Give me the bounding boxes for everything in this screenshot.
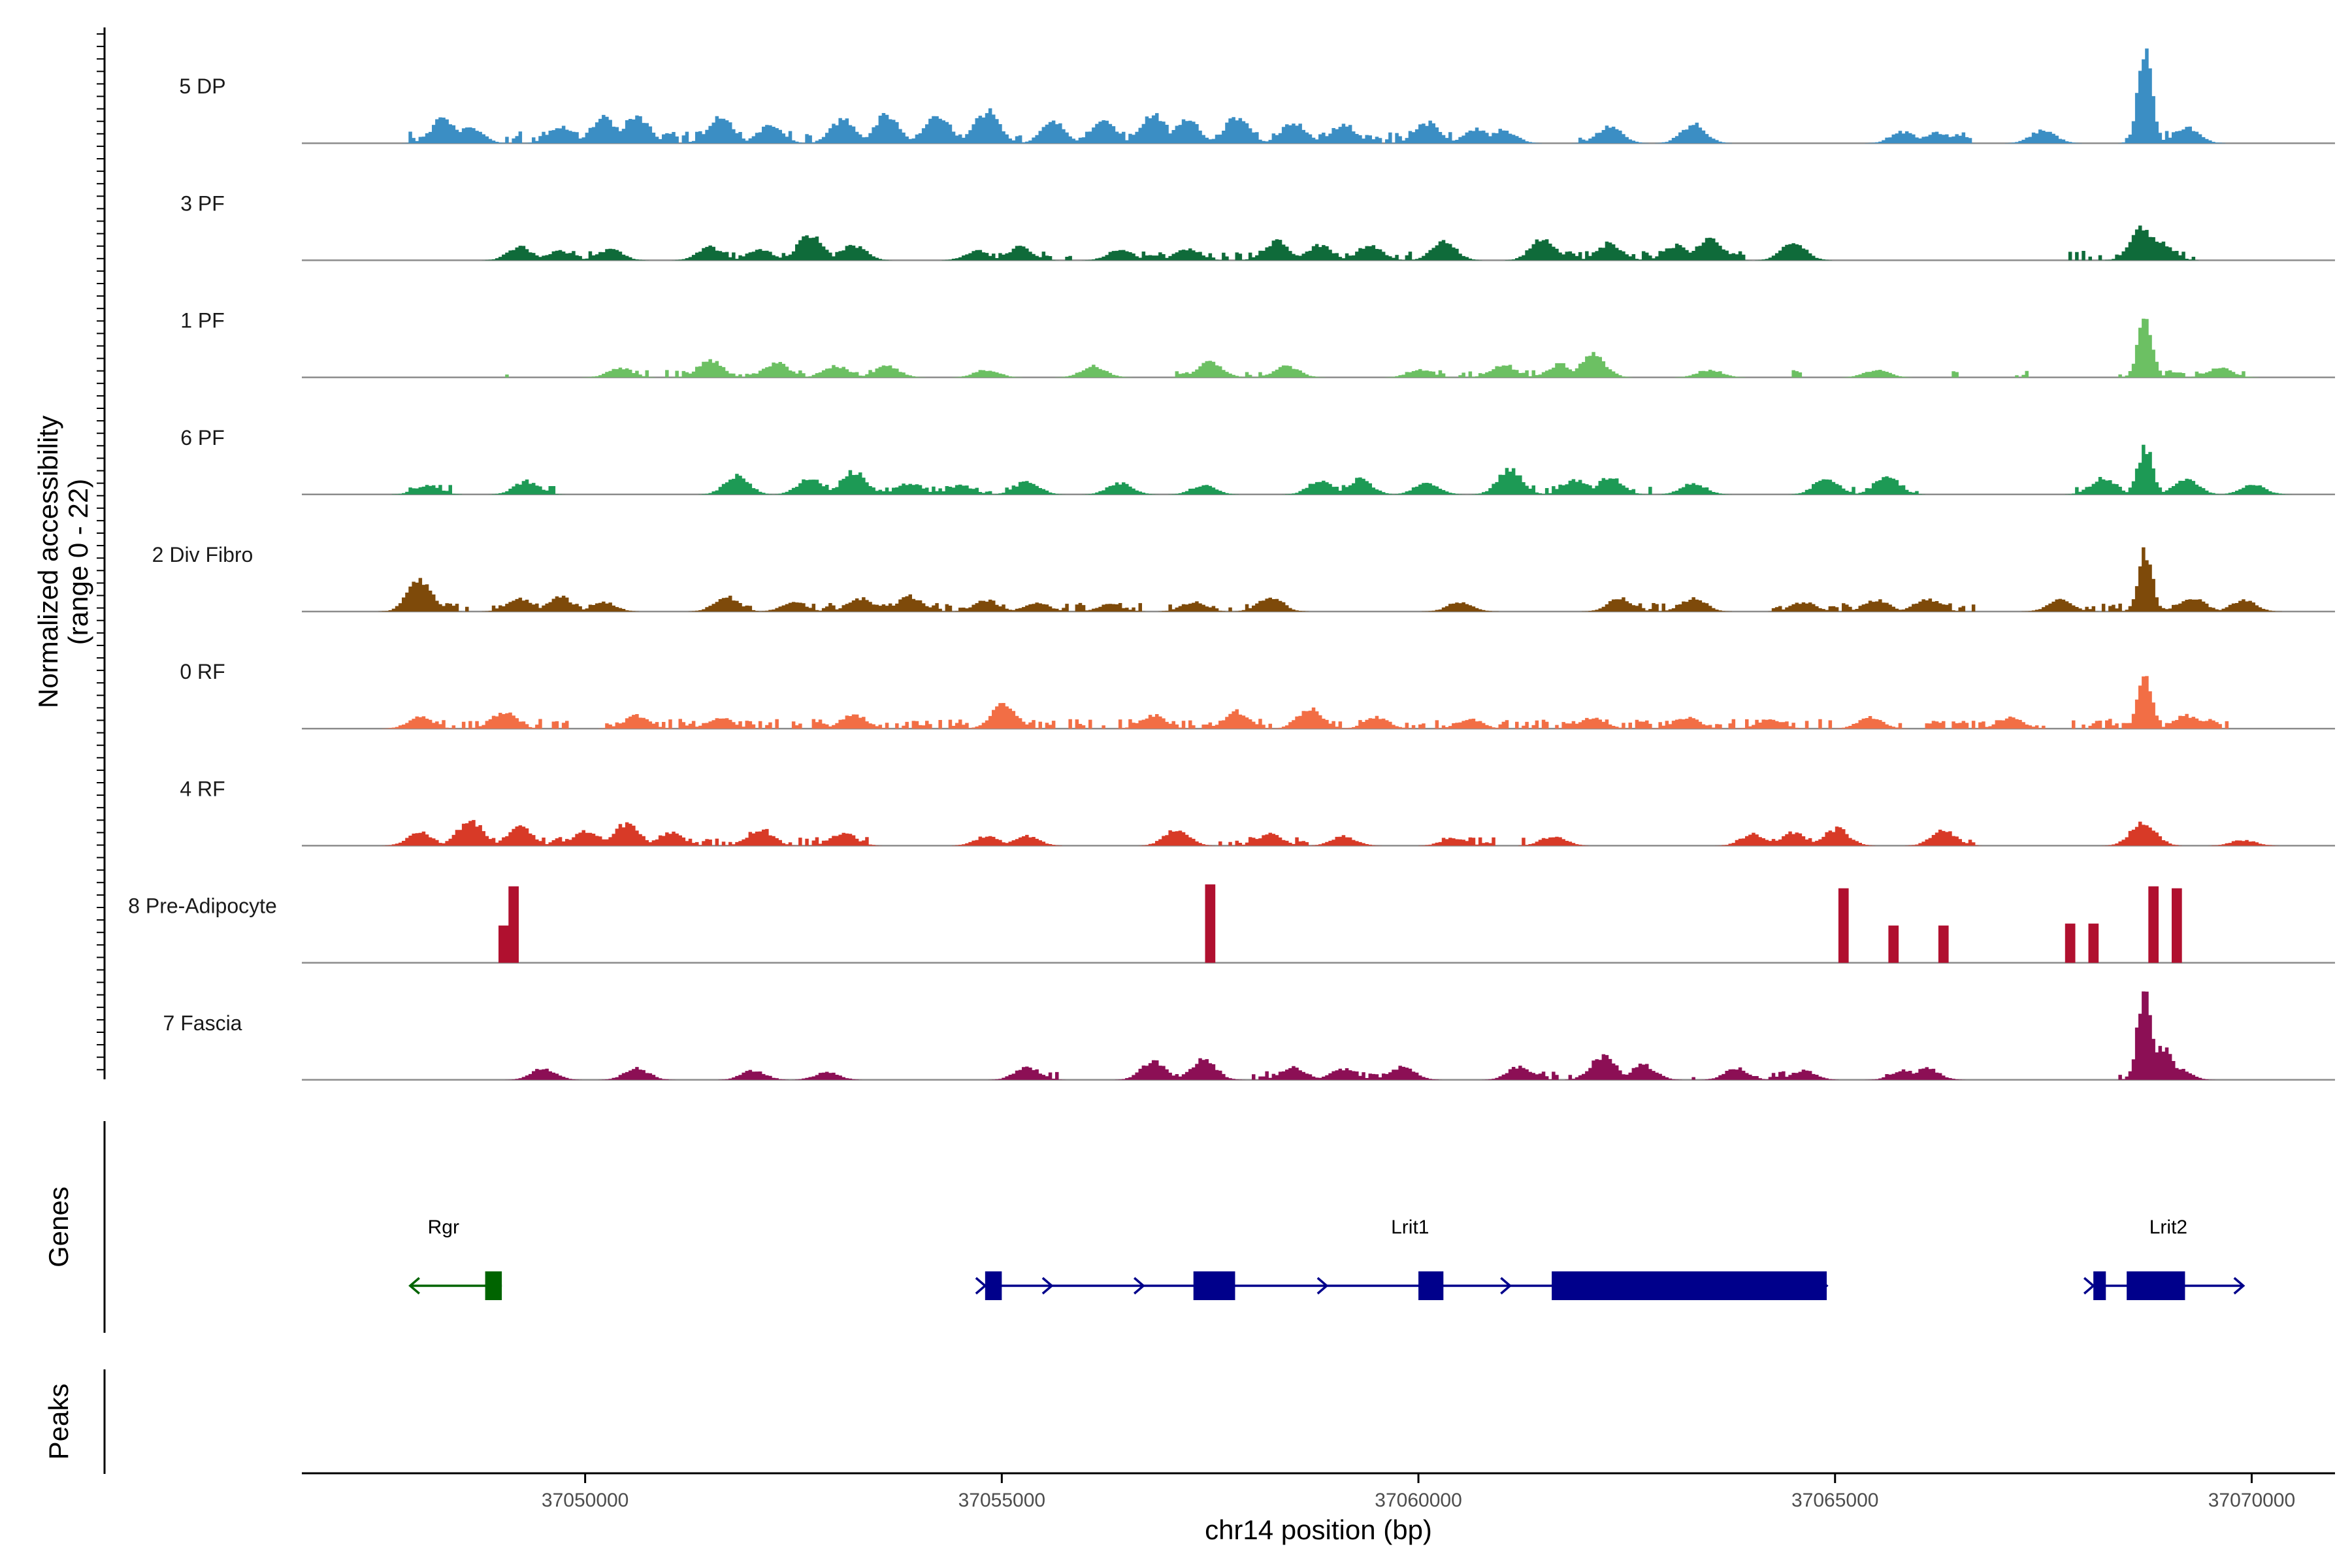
gene-label: Rgr: [428, 1217, 459, 1238]
track-2-div-fibro: 2 Div Fibro: [152, 543, 2335, 613]
track-6-pf: 6 PF: [180, 426, 2335, 496]
track-label: 1 PF: [180, 309, 225, 333]
gene-lrit1: Lrit1: [975, 1217, 1829, 1300]
y-axis-title: Normalized accessibility (range 0 - 22): [33, 416, 93, 708]
strand-arrow: [1816, 1277, 1829, 1295]
track-label: 8 Pre-Adipocyte: [128, 894, 277, 918]
strand-arrow: [975, 1277, 987, 1295]
gene-exon: [985, 1271, 1002, 1300]
strand-arrow: [1500, 1277, 1512, 1295]
gene-lrit2: Lrit2: [2083, 1217, 2246, 1300]
track-5-dp: 5 DP: [179, 48, 2335, 144]
track-label: 2 Div Fibro: [152, 543, 253, 566]
gene-exon: [1552, 1271, 1827, 1300]
track-7-fascia: 7 Fascia: [163, 991, 2335, 1081]
x-tick-label: 37055000: [958, 1490, 1045, 1511]
gene-label: Lrit1: [1391, 1217, 1429, 1238]
coverage-area: [382, 820, 2279, 846]
strand-arrow: [2083, 1277, 2095, 1295]
track-label: 4 RF: [180, 777, 225, 800]
track-label: 0 RF: [180, 660, 225, 683]
y-axis-title-line2: (range 0 - 22): [63, 479, 93, 645]
strand-arrow: [2233, 1277, 2246, 1295]
track-label: 5 DP: [179, 74, 225, 98]
coverage-y-ticks: [97, 33, 105, 1071]
x-tick-label: 37065000: [1791, 1490, 1878, 1511]
track-3-pf: 3 PF: [180, 191, 2335, 261]
x-axis-ticks: 37050000 37055000 37060000 37065000 37070000: [542, 1473, 2295, 1511]
strand-arrow: [1041, 1277, 1054, 1295]
genes-panel-title: Genes: [43, 1186, 74, 1267]
coverage-area: [378, 547, 2282, 612]
track-1-pf: 1 PF: [180, 309, 2335, 378]
gene-exon: [1418, 1271, 1444, 1300]
track-8-pre-adipocyte: 8 Pre-Adipocyte: [128, 884, 2335, 964]
gene-rgr: Rgr: [408, 1217, 502, 1300]
track-4-rf: 4 RF: [180, 777, 2335, 847]
track-label: 6 PF: [180, 426, 225, 449]
coverage-tracks: 5 DP 3 PF 1 PF 6 PF 2 Div Fibro 0 RF 4 RF 8 Pre…: [128, 48, 2335, 1081]
track-label: 3 PF: [180, 191, 225, 215]
x-axis-title: chr14 position (bp): [1205, 1514, 1432, 1545]
strand-arrow: [1134, 1277, 1145, 1295]
coverage-area: [498, 884, 2182, 963]
gene-annotation-panel: Rgr Lrit1 Lrit2: [408, 1217, 2246, 1300]
peaks-panel-title: Peaks: [43, 1384, 74, 1460]
gene-exon: [2093, 1271, 2106, 1300]
track-0-rf: 0 RF: [180, 660, 2335, 730]
x-tick-label: 37070000: [2208, 1490, 2295, 1511]
gene-label: Lrit2: [2149, 1217, 2187, 1238]
track-label: 7 Fascia: [163, 1011, 242, 1035]
x-tick-label: 37050000: [542, 1490, 629, 1511]
gene-exon: [485, 1271, 502, 1300]
x-tick-label: 37060000: [1375, 1490, 1462, 1511]
coverage-area: [402, 48, 2225, 144]
coverage-area: [391, 444, 2293, 495]
strand-arrow: [1316, 1277, 1329, 1295]
y-axis-title-line1: Normalized accessibility: [33, 416, 63, 708]
gene-exon: [2127, 1271, 2185, 1300]
strand-arrow: [408, 1277, 420, 1295]
gene-exon: [1193, 1271, 1235, 1300]
coverage-area: [382, 676, 2229, 729]
